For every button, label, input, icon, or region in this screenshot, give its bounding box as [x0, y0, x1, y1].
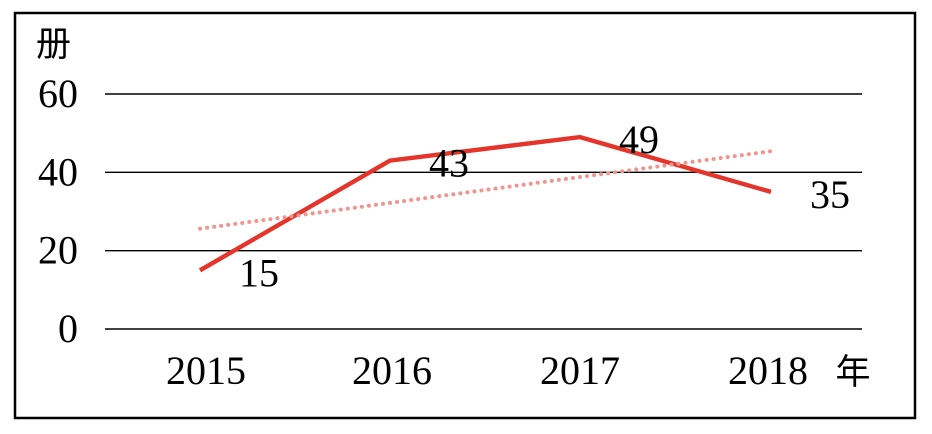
data-labels: 15 43 49 35: [239, 117, 850, 295]
y-axis-unit-label: 册: [36, 25, 71, 64]
y-tick-label: 0: [58, 306, 78, 351]
x-axis-unit-label: 年: [835, 353, 870, 392]
gridlines: [105, 93, 862, 330]
y-tick-label: 20: [38, 228, 78, 273]
data-label: 35: [810, 172, 850, 217]
trend-line-line: [198, 149, 773, 231]
data-label: 15: [239, 250, 279, 295]
x-tick-label: 2017: [540, 348, 620, 393]
x-tick-label: 2018: [728, 348, 808, 393]
annual-volumes-line: [198, 134, 772, 273]
y-axis-tick-labels: 0 20 40 60: [38, 71, 78, 351]
data-label: 49: [619, 117, 659, 162]
series-lines: [198, 134, 773, 273]
y-tick-label: 60: [38, 71, 78, 116]
y-tick-label: 40: [38, 149, 78, 194]
x-tick-label: 2015: [166, 348, 246, 393]
x-axis-tick-labels: 2015 2016 2017 2018: [166, 348, 808, 393]
data-label: 43: [429, 141, 469, 186]
x-tick-label: 2016: [352, 348, 432, 393]
chart-border: [13, 11, 917, 420]
